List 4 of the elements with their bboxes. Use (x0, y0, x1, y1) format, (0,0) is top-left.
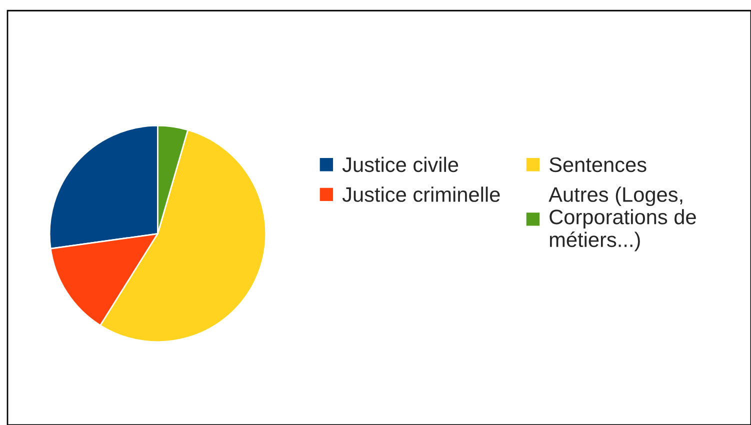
legend-label: Justice criminelle (342, 186, 500, 202)
legend-label: Autres (Loges, Corporations de métiers...) (548, 186, 696, 252)
legend-label: Justice civile (342, 156, 458, 172)
legend-label: Sentences (550, 157, 646, 172)
